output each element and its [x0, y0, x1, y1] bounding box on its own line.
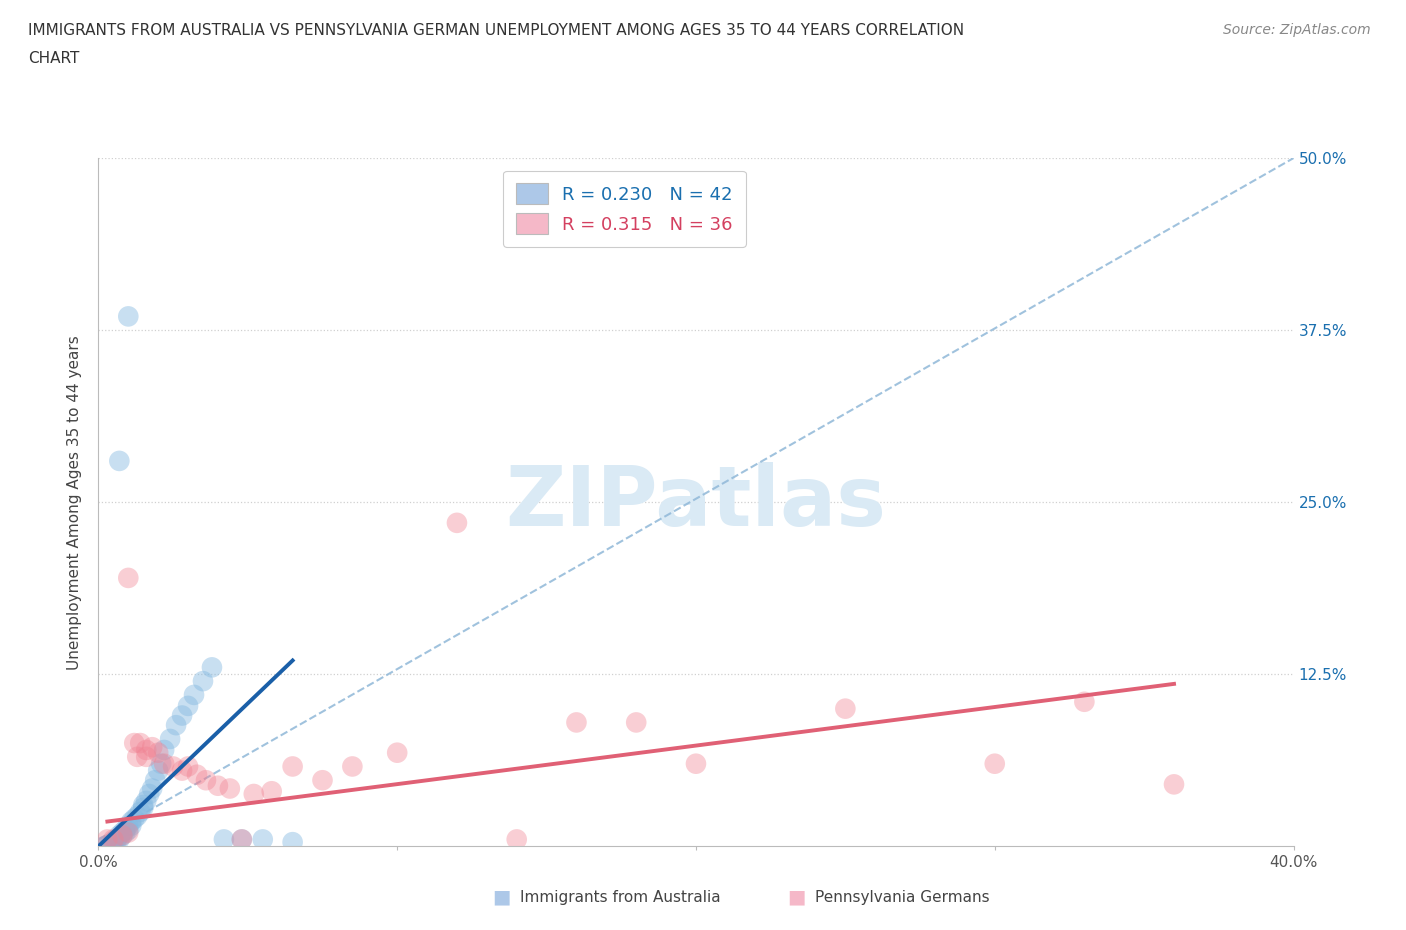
Point: [162, 759, 184, 774]
Point: [117, 825, 139, 840]
Text: Source: ZipAtlas.com: Source: ZipAtlas.com: [1223, 23, 1371, 37]
Point: [177, 698, 200, 713]
Point: [93, 839, 115, 854]
Point: [260, 784, 283, 799]
Point: [117, 309, 139, 324]
Point: [135, 750, 157, 764]
Text: ■: ■: [492, 888, 510, 907]
Point: [108, 828, 131, 843]
Point: [624, 715, 647, 730]
Point: [103, 832, 125, 847]
Point: [117, 570, 139, 585]
Point: [96, 832, 118, 847]
Point: [172, 708, 194, 723]
Point: [186, 767, 208, 782]
Point: [141, 739, 163, 754]
Point: [114, 825, 136, 840]
Point: [111, 828, 134, 843]
Text: ZIPatlas: ZIPatlas: [506, 461, 886, 543]
Point: [129, 736, 152, 751]
Point: [127, 808, 149, 823]
Point: [124, 811, 146, 826]
Point: [243, 787, 266, 802]
Point: [281, 759, 304, 774]
Point: [165, 718, 187, 733]
Text: Immigrants from Australia: Immigrants from Australia: [520, 890, 721, 905]
Text: IMMIGRANTS FROM AUSTRALIA VS PENNSYLVANIA GERMAN UNEMPLOYMENT AMONG AGES 35 TO 4: IMMIGRANTS FROM AUSTRALIA VS PENNSYLVANI…: [28, 23, 965, 38]
Point: [191, 673, 214, 688]
Point: [565, 715, 588, 730]
Point: [117, 818, 139, 833]
Point: [506, 832, 529, 847]
Point: [150, 756, 173, 771]
Point: [114, 822, 136, 837]
Point: [108, 454, 131, 469]
Point: [120, 818, 142, 833]
Point: [207, 778, 229, 793]
Text: Pennsylvania Germans: Pennsylvania Germans: [815, 890, 990, 905]
Point: [1163, 777, 1185, 791]
Point: [117, 822, 139, 837]
Point: [385, 745, 409, 760]
Point: [311, 773, 333, 788]
Point: [231, 832, 253, 847]
Point: [212, 832, 235, 847]
Point: [135, 793, 157, 808]
Legend: R = 0.230   N = 42, R = 0.315   N = 36: R = 0.230 N = 42, R = 0.315 N = 36: [503, 170, 745, 246]
Point: [98, 836, 122, 851]
Point: [219, 781, 242, 796]
Point: [132, 801, 155, 816]
Point: [105, 832, 128, 847]
Point: [685, 756, 707, 771]
Point: [124, 736, 146, 751]
Point: [342, 759, 364, 774]
Point: [983, 756, 1005, 771]
Point: [103, 836, 125, 851]
Point: [148, 745, 170, 760]
Point: [129, 804, 152, 819]
Point: [231, 832, 253, 847]
Point: [141, 781, 163, 796]
Point: [143, 773, 166, 788]
Point: [135, 742, 157, 757]
Point: [105, 835, 128, 850]
Y-axis label: Unemployment Among Ages 35 to 44 years: Unemployment Among Ages 35 to 44 years: [66, 335, 82, 670]
Point: [281, 835, 304, 850]
Point: [446, 515, 468, 530]
Point: [111, 825, 134, 840]
Point: [172, 764, 194, 778]
Point: [148, 764, 170, 778]
Point: [153, 756, 176, 771]
Point: [177, 759, 200, 774]
Point: [96, 839, 118, 854]
Point: [834, 701, 856, 716]
Point: [201, 660, 224, 675]
Point: [194, 773, 218, 788]
Point: [183, 687, 205, 702]
Point: [153, 742, 176, 757]
Text: ■: ■: [787, 888, 806, 907]
Point: [108, 832, 131, 847]
Point: [138, 787, 160, 802]
Text: CHART: CHART: [28, 51, 80, 66]
Point: [103, 835, 125, 850]
Point: [111, 828, 134, 843]
Point: [127, 750, 149, 764]
Point: [159, 732, 181, 747]
Point: [252, 832, 274, 847]
Point: [120, 814, 142, 829]
Point: [1073, 695, 1095, 710]
Point: [132, 798, 155, 813]
